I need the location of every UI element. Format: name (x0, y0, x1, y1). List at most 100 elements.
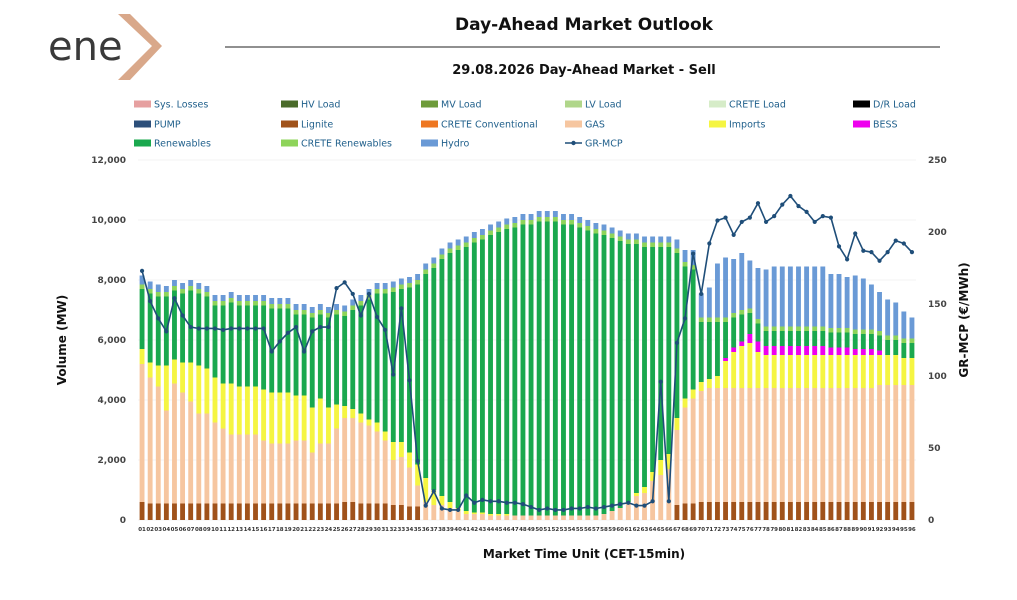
bar-bess (747, 334, 753, 343)
bar-lignite (828, 502, 834, 520)
x-tick-label: 84 (811, 527, 819, 533)
mcp-point (285, 330, 291, 335)
x-tick-label: 35 (414, 527, 422, 533)
mcp-point (253, 326, 258, 331)
legend-item: Hydro (421, 139, 469, 150)
bar-bess (779, 346, 785, 355)
bar-hydro (828, 274, 834, 328)
x-tick-label: 83 (803, 527, 811, 533)
bar-lignite (269, 503, 275, 520)
bar-crete-renewables (439, 254, 445, 259)
bar-renewables (909, 343, 915, 358)
bar-bess (723, 358, 728, 361)
bar-renewables (520, 224, 526, 516)
legend-label: CRETE Load (729, 100, 786, 111)
bar-crete-renewables (479, 235, 485, 240)
bar-imports (771, 355, 777, 388)
bar-renewables (544, 221, 550, 516)
y2-tick-label: 200 (928, 228, 947, 238)
bar-gas (277, 443, 283, 504)
bar-crete-renewables (431, 263, 437, 268)
bar-gas (755, 388, 761, 502)
bar-crete-renewables (326, 313, 331, 318)
mcp-point (885, 250, 890, 255)
legend-label: Imports (729, 120, 766, 131)
bar-gas (455, 511, 461, 520)
legend-item: PUMP (134, 120, 181, 131)
bar-gas (163, 410, 169, 504)
mcp-point (293, 324, 299, 330)
mcp-point (601, 504, 607, 510)
bar-gas (471, 514, 477, 520)
bar-renewables (885, 340, 891, 355)
legend-point-swatch (571, 140, 576, 146)
legend-item: CRETE Load (709, 100, 786, 111)
bar-hydro (415, 274, 421, 280)
bar-gas (236, 434, 242, 504)
bar-renewables (706, 322, 712, 379)
mcp-point (731, 232, 736, 237)
bar-imports (398, 442, 404, 457)
bar-lignite (350, 502, 356, 520)
mcp-point (302, 349, 307, 354)
bar-hydro (244, 295, 250, 301)
bar-crete-renewables (488, 230, 493, 235)
bar-renewables (301, 314, 307, 396)
bar-imports (269, 392, 275, 444)
bar-lignite (812, 502, 818, 520)
bar-crete-renewables (309, 313, 315, 318)
bar-hydro (844, 277, 850, 328)
bar-imports (163, 365, 169, 411)
x-tick-label: 70 (697, 527, 705, 533)
x-tick-label: 11 (219, 527, 227, 533)
bar-hydro (488, 224, 493, 231)
x-tick-label: 91 (868, 527, 876, 533)
y2-tick-label: 250 (928, 156, 947, 166)
x-tick-label: 36 (422, 527, 430, 533)
bar-lignite (755, 502, 761, 520)
bar-lignite (779, 502, 785, 520)
bar-renewables (763, 331, 769, 346)
bar-crete-renewables (520, 220, 526, 225)
bar-crete-renewables (771, 326, 777, 331)
legend-item: GAS (565, 120, 605, 131)
bar-crete-renewables (423, 269, 429, 274)
x-tick-label: 44 (487, 527, 495, 533)
bar-crete-renewables (633, 239, 639, 244)
bar-crete-renewables (885, 335, 891, 340)
x-tick-label: 48 (519, 527, 527, 533)
bar-imports (390, 442, 396, 460)
bar-hydro (747, 260, 753, 309)
mcp-point (545, 506, 550, 511)
bar-renewables (755, 323, 761, 342)
bar-crete-renewables (398, 284, 404, 289)
bar-gas (431, 505, 437, 520)
bar-imports (147, 362, 153, 378)
mcp-point (691, 251, 696, 256)
bar-imports (374, 422, 380, 432)
bar-renewables (625, 244, 631, 502)
mcp-point (447, 507, 453, 513)
x-tick-label: 58 (600, 527, 608, 533)
bar-hydro (326, 307, 331, 313)
bar-crete-renewables (301, 310, 307, 315)
x-tick-label: 21 (300, 527, 308, 533)
bar-crete-renewables (390, 287, 396, 292)
bar-renewables (650, 247, 656, 472)
x-tick-label: 96 (908, 527, 916, 533)
bar-hydro (512, 217, 518, 223)
bar-crete-renewables (893, 335, 899, 340)
mcp-point (780, 202, 785, 207)
x-tick-label: 81 (787, 527, 795, 533)
bar-gas (796, 388, 801, 502)
bar-renewables (796, 331, 801, 346)
bar-renewables (585, 230, 591, 516)
bar-lignite (706, 502, 712, 520)
x-tick-label: 09 (203, 527, 211, 533)
x-tick-label: 41 (462, 527, 470, 533)
bar-lignite (382, 503, 388, 520)
bar-renewables (236, 305, 242, 387)
legend-label: HV Load (301, 100, 340, 111)
bar-crete-renewables (642, 242, 647, 247)
x-tick-label: 38 (438, 527, 446, 533)
